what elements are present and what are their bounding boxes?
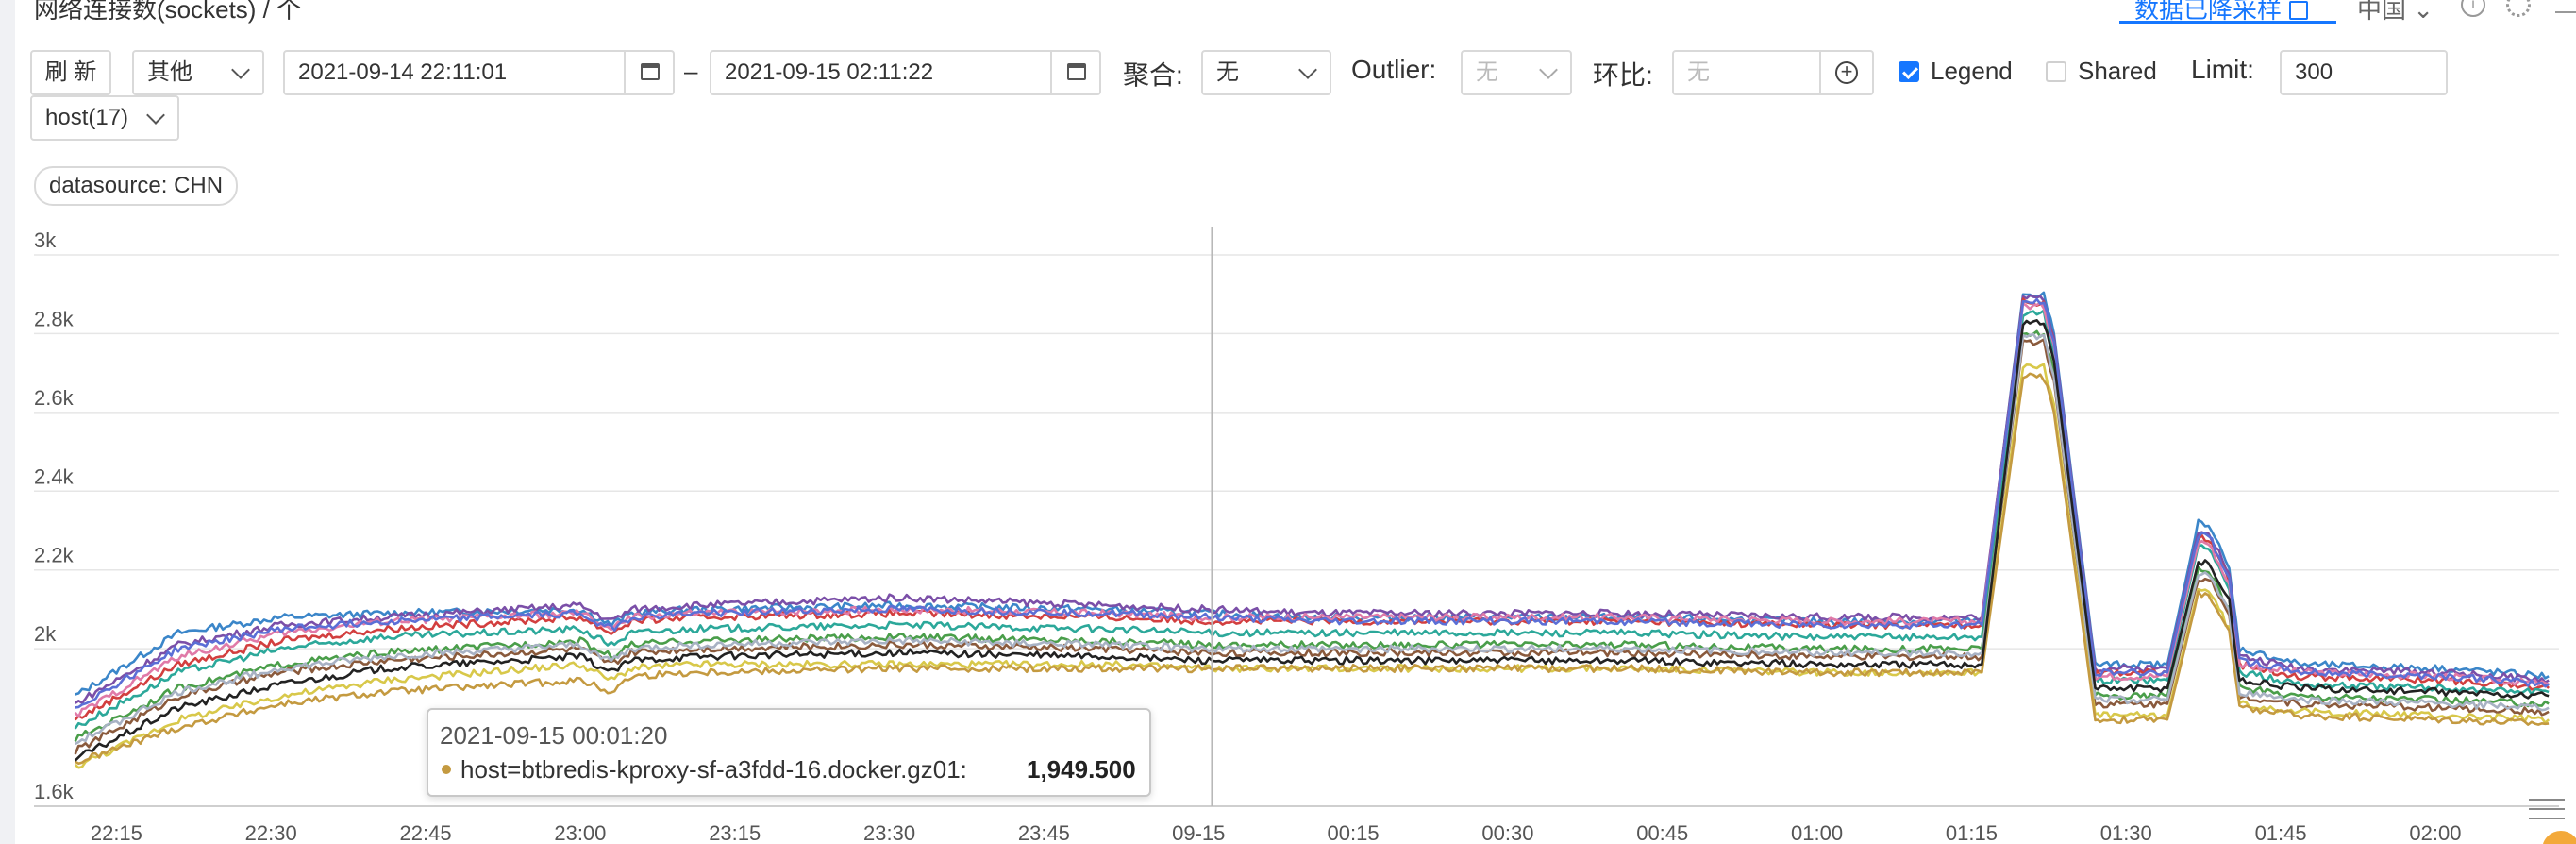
x-tick-label: 00:30 bbox=[1481, 821, 1533, 844]
y-tick-label: 2.6k bbox=[34, 386, 75, 410]
shared-checkbox-label: Shared bbox=[2078, 57, 2157, 85]
ratio-input-placeholder: 无 bbox=[1687, 59, 1710, 85]
legend-checkbox-label: Legend bbox=[1931, 57, 2013, 85]
y-tick-label: 2.2k bbox=[34, 544, 75, 567]
aggregate-select-value: 无 bbox=[1216, 59, 1239, 85]
x-tick-label: 00:15 bbox=[1328, 821, 1380, 844]
line-chart[interactable]: 1.6k 2k 2.2k 2.4k 2.6k 2.8k 3k 22:15 22:30 22:45… bbox=[0, 208, 2576, 844]
menu-icon[interactable] bbox=[2555, 0, 2576, 13]
help-bubble-icon[interactable] bbox=[2542, 831, 2576, 844]
tooltip-time: 2021-09-15 00:01:20 bbox=[440, 721, 668, 750]
refresh-button[interactable]: 刷 新 bbox=[30, 50, 111, 95]
limit-label: Limit: bbox=[2191, 55, 2254, 84]
downsampled-link[interactable]: 数据已降采样 bbox=[2134, 0, 2309, 25]
y-tick-label: 2.4k bbox=[34, 464, 75, 488]
outlier-select-value: 无 bbox=[1476, 59, 1498, 85]
x-tick-label: 22:15 bbox=[91, 821, 142, 844]
add-ratio-button[interactable]: + bbox=[1819, 52, 1872, 93]
region-select-value: 中国 bbox=[2357, 0, 2407, 24]
end-time-input[interactable]: 2021-09-15 02:11:22 bbox=[710, 50, 1101, 95]
datasource-filter-tag[interactable]: datasource: CHN bbox=[34, 166, 239, 206]
y-tick-label: 1.6k bbox=[34, 780, 75, 803]
x-tick-label: 23:30 bbox=[863, 821, 915, 844]
series-line[interactable] bbox=[75, 297, 2550, 709]
category-select[interactable]: 其他 bbox=[132, 50, 264, 95]
ratio-input[interactable]: 无 + bbox=[1672, 50, 1874, 95]
active-tab-underline bbox=[2119, 21, 2336, 24]
series-line[interactable] bbox=[75, 332, 2550, 746]
series-line[interactable] bbox=[74, 319, 2550, 762]
end-time-value: 2021-09-15 02:11:22 bbox=[725, 59, 934, 85]
datasource-filter-tag-label: datasource: CHN bbox=[49, 173, 224, 198]
series-line[interactable] bbox=[74, 363, 2550, 769]
x-tick-label: 23:45 bbox=[1018, 821, 1070, 844]
limit-input[interactable]: 300 bbox=[2280, 50, 2448, 95]
x-tick-label: 09-15 bbox=[1172, 821, 1225, 844]
series-line[interactable] bbox=[74, 309, 2550, 730]
panel-header: 网络连接数(sockets) / 个 数据已降采样 中国 ⌄ i bbox=[15, 0, 2576, 25]
chevron-down-icon bbox=[231, 60, 250, 79]
calendar-icon bbox=[641, 63, 660, 80]
series-line[interactable] bbox=[74, 329, 2550, 742]
y-tick-label: 2k bbox=[34, 622, 57, 646]
start-time-value: 2021-09-14 22:11:01 bbox=[298, 59, 508, 85]
tooltip-series-name: host=btbredis-kproxy-sf-a3fdd-16.docker.… bbox=[460, 755, 967, 784]
tooltip-series-dot bbox=[442, 765, 451, 774]
chevron-down-icon bbox=[1539, 60, 1558, 79]
external-link-icon bbox=[2289, 1, 2309, 20]
outlier-select[interactable]: 无 bbox=[1461, 50, 1572, 95]
end-calendar-button[interactable] bbox=[1050, 52, 1099, 93]
legend-checkbox[interactable] bbox=[1899, 61, 1919, 82]
x-tick-label: 01:00 bbox=[1791, 821, 1843, 844]
aggregate-select[interactable]: 无 bbox=[1201, 50, 1331, 95]
shared-checkbox[interactable] bbox=[2046, 61, 2066, 82]
chart-tooltip: 2021-09-15 00:01:20 host=btbredis-kproxy… bbox=[427, 708, 1151, 797]
outlier-label: Outlier: bbox=[1351, 55, 1437, 84]
refresh-button-label: 刷 新 bbox=[44, 59, 97, 85]
plus-circle-icon: + bbox=[1835, 61, 1858, 84]
x-tick-label: 01:15 bbox=[1946, 821, 1998, 844]
downsampled-link-label: 数据已降采样 bbox=[2134, 0, 2283, 24]
left-edge-strip bbox=[0, 0, 15, 844]
info-icon[interactable]: i bbox=[2461, 0, 2485, 17]
chevron-down-icon bbox=[1298, 60, 1317, 79]
y-tick-label: 2.8k bbox=[34, 307, 75, 330]
time-range-separator: – bbox=[684, 57, 698, 85]
panel-title: 网络连接数(sockets) / 个 bbox=[34, 0, 302, 24]
tooltip-series-value: 1,949.500 bbox=[1027, 755, 1136, 784]
group-by-select-value: host(17) bbox=[45, 105, 129, 130]
series-line[interactable] bbox=[74, 294, 2550, 704]
x-tick-label: 23:15 bbox=[709, 821, 761, 844]
limit-input-value: 300 bbox=[2295, 59, 2333, 85]
x-tick-label: 22:45 bbox=[400, 821, 452, 844]
gear-icon[interactable] bbox=[2506, 0, 2531, 17]
series-line[interactable] bbox=[74, 338, 2550, 755]
x-tick-label: 00:45 bbox=[1636, 821, 1688, 844]
calendar-icon bbox=[1067, 63, 1086, 80]
x-tick-label: 02:00 bbox=[2409, 821, 2461, 844]
x-tick-label: 01:45 bbox=[2255, 821, 2307, 844]
category-select-value: 其他 bbox=[147, 59, 192, 85]
x-tick-label: 22:30 bbox=[245, 821, 297, 844]
chevron-down-icon bbox=[146, 106, 165, 125]
x-tick-label: 23:00 bbox=[554, 821, 606, 844]
group-by-select[interactable]: host(17) bbox=[30, 95, 179, 141]
aggregate-label: 聚合: bbox=[1123, 60, 1183, 90]
y-tick-label: 3k bbox=[34, 228, 57, 252]
ratio-label: 环比: bbox=[1593, 60, 1653, 90]
series-line[interactable] bbox=[75, 372, 2550, 766]
region-select[interactable]: 中国 ⌄ bbox=[2357, 0, 2434, 25]
chart-menu-icon[interactable] bbox=[2529, 799, 2565, 819]
start-time-input[interactable]: 2021-09-14 22:11:01 bbox=[283, 50, 675, 95]
start-calendar-button[interactable] bbox=[624, 52, 673, 93]
x-tick-label: 01:30 bbox=[2100, 821, 2152, 844]
